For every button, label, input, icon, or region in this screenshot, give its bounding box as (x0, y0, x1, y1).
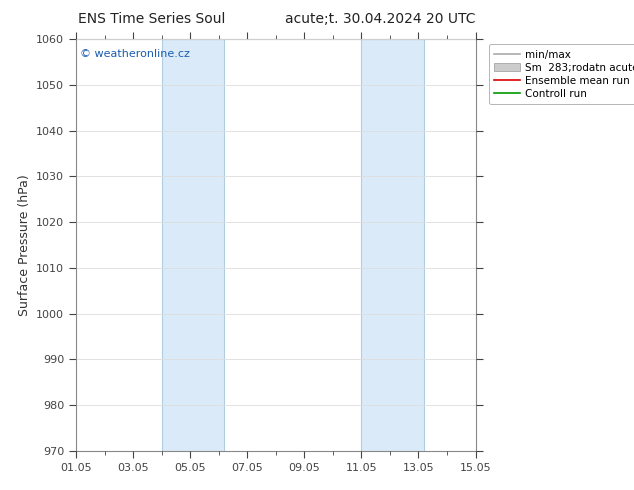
Text: © weatheronline.cz: © weatheronline.cz (80, 49, 190, 59)
Text: ENS Time Series Soul: ENS Time Series Soul (79, 12, 226, 26)
Bar (361, 39, 424, 451)
Legend: min/max, Sm  283;rodatn acute; odchylka, Ensemble mean run, Controll run: min/max, Sm 283;rodatn acute; odchylka, … (489, 45, 634, 104)
Bar (162, 39, 224, 451)
Text: acute;t. 30.04.2024 20 UTC: acute;t. 30.04.2024 20 UTC (285, 12, 476, 26)
Y-axis label: Surface Pressure (hPa): Surface Pressure (hPa) (18, 174, 30, 316)
